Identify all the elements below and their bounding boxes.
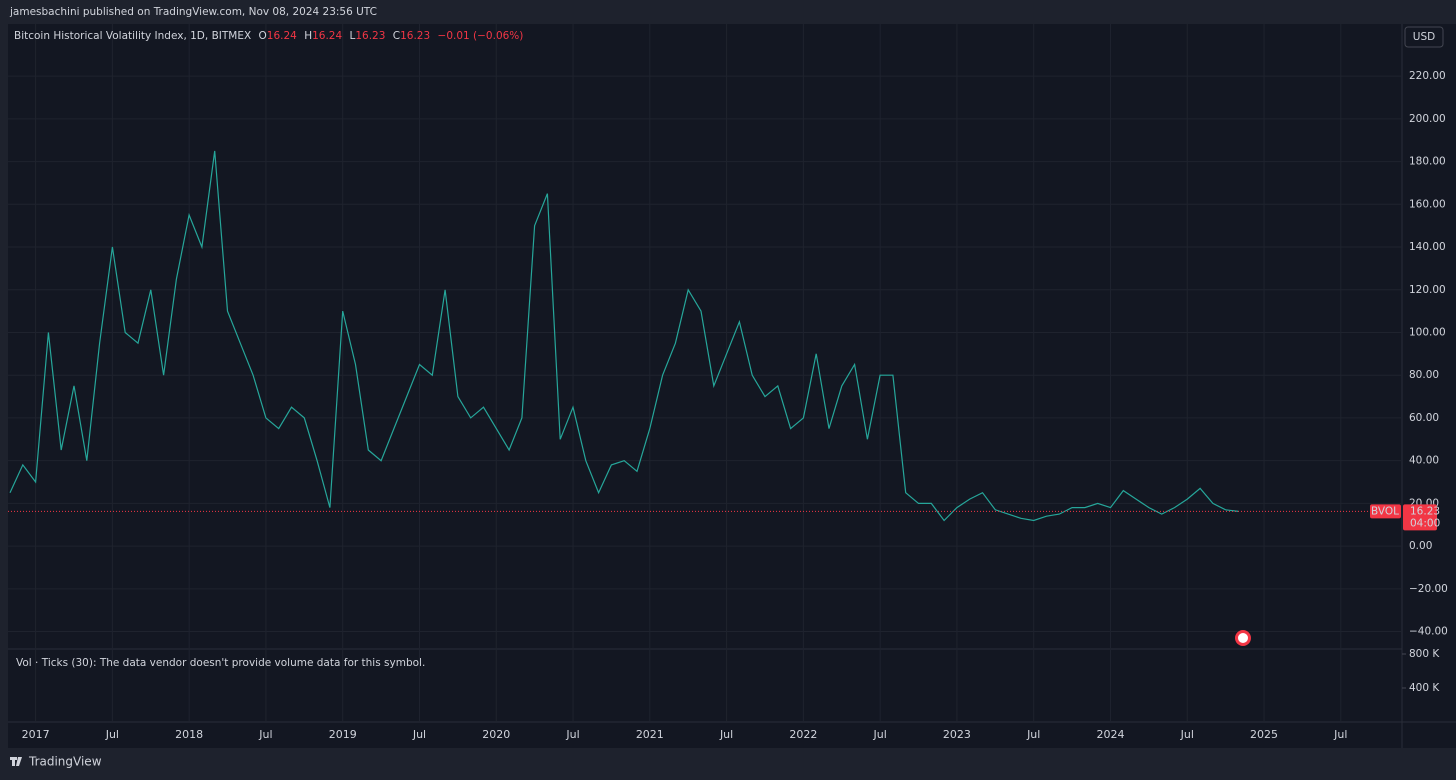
low-label: L xyxy=(350,30,356,42)
brand: TradingView xyxy=(28,755,102,769)
y-tick-label: 180.00 xyxy=(1409,156,1446,168)
last-price-countdown: 04:00 xyxy=(1410,517,1440,529)
chart-area xyxy=(8,24,1456,748)
symbol: Bitcoin Historical Volatility Index, 1D,… xyxy=(14,30,251,42)
x-tick-label: 2019 xyxy=(329,728,357,741)
x-tick-label: 2022 xyxy=(789,728,817,741)
y-tick-label: 100.00 xyxy=(1409,326,1446,338)
x-tick-label: 2017 xyxy=(22,728,50,741)
grid xyxy=(8,24,1402,722)
open-label: O xyxy=(259,30,267,42)
x-tick-label: Jul xyxy=(1026,728,1040,741)
y-tick-label: 120.00 xyxy=(1409,284,1446,296)
series-line xyxy=(9,150,1239,522)
y-tick-label: 60.00 xyxy=(1409,412,1439,424)
change: −0.01 (−0.06%) xyxy=(438,30,524,42)
x-tick-label: 2023 xyxy=(943,728,971,741)
legend: Bitcoin Historical Volatility Index, 1D,… xyxy=(14,30,523,42)
y-tick-label: 140.00 xyxy=(1409,241,1446,253)
last-price-box xyxy=(1403,504,1437,531)
brand-logo xyxy=(10,757,22,766)
x-tick-label: 2024 xyxy=(1096,728,1124,741)
y-tick-label: 0.00 xyxy=(1409,540,1432,552)
x-tick-label: 2025 xyxy=(1250,728,1278,741)
plot xyxy=(8,150,1402,522)
y-tick-label: 80.00 xyxy=(1409,369,1439,381)
x-tick-label: Jul xyxy=(258,728,272,741)
y-tick-label: 40.00 xyxy=(1409,455,1439,467)
last-price-tag xyxy=(1370,504,1401,519)
currency-button[interactable] xyxy=(1404,26,1444,48)
last-price-value: 16.23 xyxy=(1410,505,1440,517)
x-tick-label: 2018 xyxy=(175,728,203,741)
close: 16.23 xyxy=(400,30,430,42)
high: 16.24 xyxy=(312,30,342,42)
x-tick-label: 2020 xyxy=(482,728,510,741)
x-tick-label: Jul xyxy=(1180,728,1194,741)
x-tick-label: Jul xyxy=(565,728,579,741)
open: 16.24 xyxy=(267,30,297,42)
close-label: C xyxy=(393,30,400,42)
publisher: jamesbachini published on TradingView.co… xyxy=(9,6,377,18)
y-tick-label: −20.00 xyxy=(1409,583,1448,595)
low: 16.23 xyxy=(355,30,385,42)
x-tick-label: Jul xyxy=(105,728,119,741)
high-label: H xyxy=(304,30,312,42)
y-tick-label: 200.00 xyxy=(1409,113,1446,125)
y-tick-label: 220.00 xyxy=(1409,70,1446,82)
x-tick-label: Jul xyxy=(1333,728,1347,741)
event-icon-inner xyxy=(1238,633,1248,643)
volume-note: Vol · Ticks (30): The data vendor doesn'… xyxy=(16,657,425,669)
volume-tick-label: 400 K xyxy=(1409,682,1440,694)
currency-label: USD xyxy=(1413,31,1435,43)
last-price-symbol: BVOL xyxy=(1371,505,1399,517)
y-tick-label: 160.00 xyxy=(1409,198,1446,210)
x-tick-label: Jul xyxy=(719,728,733,741)
x-tick-label: Jul xyxy=(412,728,426,741)
y-tick-label: −40.00 xyxy=(1409,626,1448,638)
volume-tick-label: 800 K xyxy=(1409,648,1440,660)
x-tick-label: Jul xyxy=(873,728,887,741)
x-tick-label: 2021 xyxy=(636,728,664,741)
